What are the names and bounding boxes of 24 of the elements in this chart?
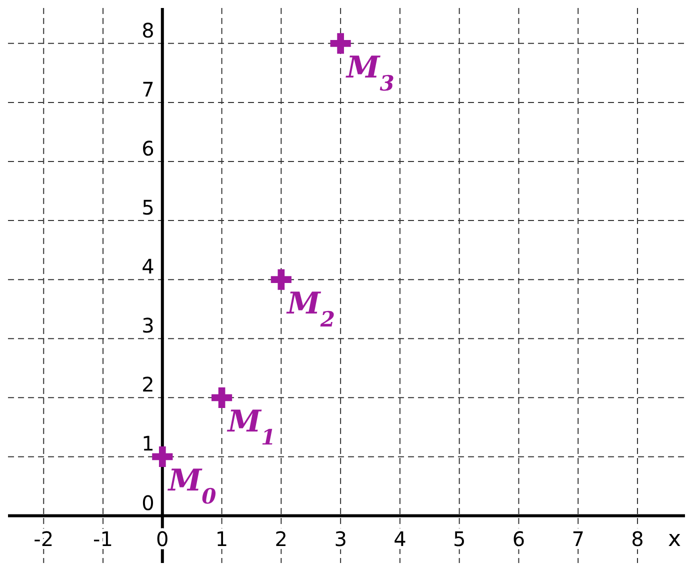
y-tick-label: 6: [142, 136, 154, 161]
y-tick-label: 2: [142, 372, 154, 397]
y-tick-label: 5: [142, 196, 154, 220]
x-tick-label: 6: [512, 526, 526, 551]
y-tick-label: 7: [142, 77, 154, 102]
annotation: M$_{2}$: [286, 286, 336, 332]
y-tick-label: 4: [142, 254, 154, 279]
x-tick-label: 8: [631, 526, 644, 551]
x-tick-label: -2: [34, 526, 54, 551]
y-tick-label: 8: [142, 18, 154, 42]
x-tick-label: -1: [93, 526, 113, 551]
x-tick-label: 7: [572, 526, 584, 551]
x-tick-label: 3: [334, 526, 347, 551]
x-tick-label: 4: [394, 526, 406, 551]
y-tick-label: 1: [142, 432, 154, 456]
x-axis-title: x: [668, 526, 681, 552]
y-tick-label: 3: [142, 314, 154, 338]
annotation: M$_{1}$: [226, 404, 276, 450]
x-tick-label: 5: [452, 526, 466, 551]
x-tick-label: 2: [274, 526, 288, 551]
annotation: M$_{3}$: [346, 50, 394, 95]
annotation: M$_{0}$: [167, 464, 217, 508]
y-tick-label: 0: [142, 490, 154, 515]
x-tick-label: 1: [215, 526, 228, 551]
